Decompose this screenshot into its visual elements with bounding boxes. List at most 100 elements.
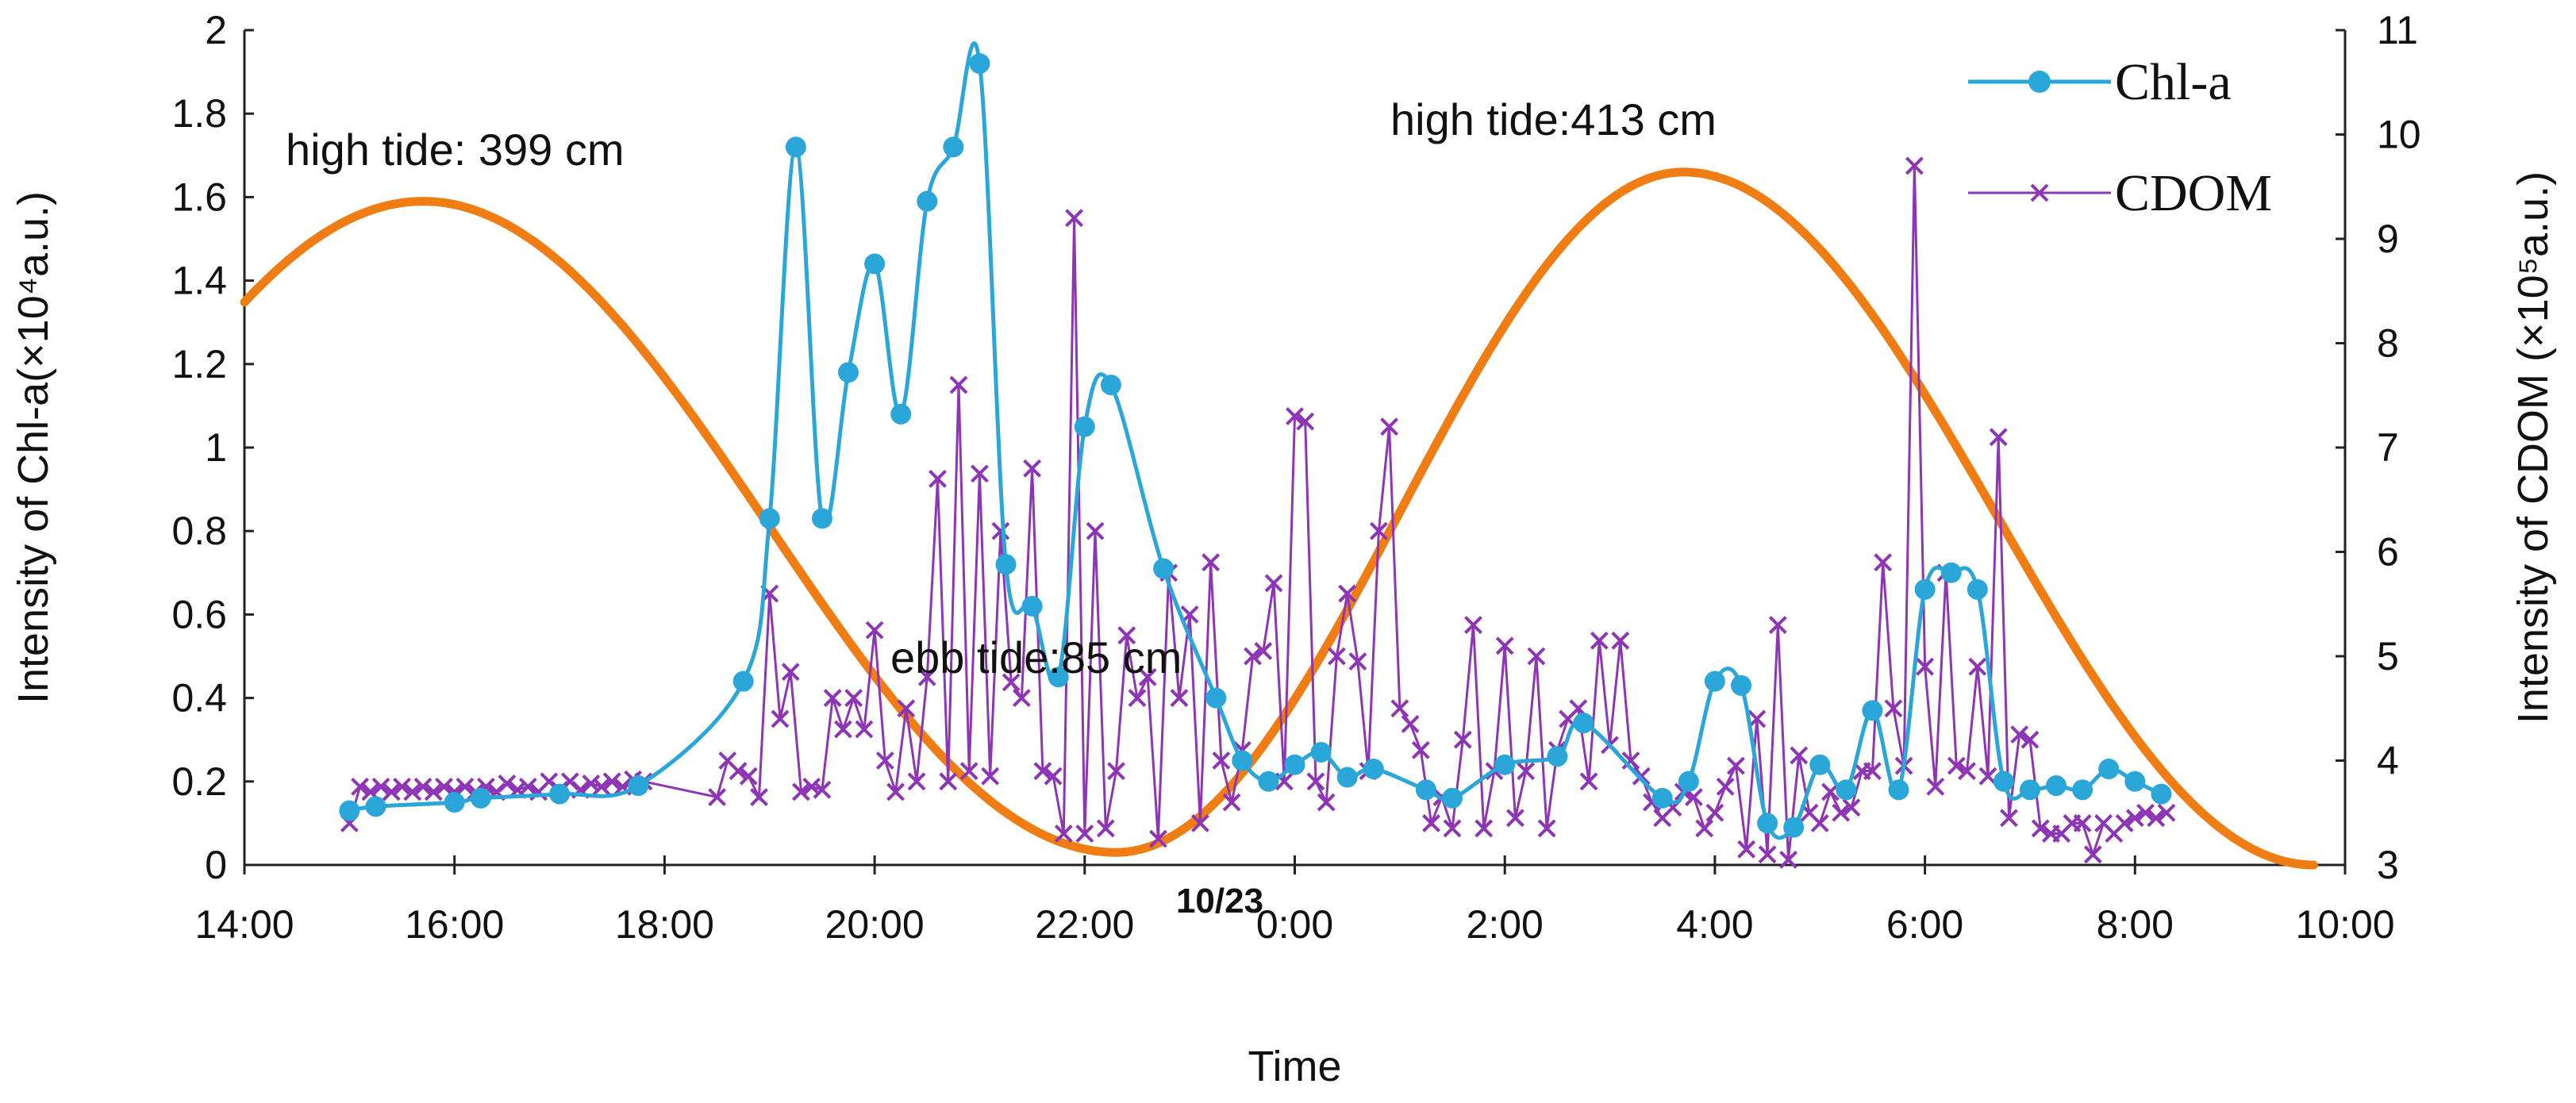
cdom-marker-stroke <box>1632 767 1651 786</box>
cdom-marker-stroke <box>1348 652 1367 671</box>
y-left-tick-label: 1.2 <box>171 342 227 386</box>
x-tick-label: 8:00 <box>2097 902 2174 947</box>
cdom-marker-stroke <box>1842 798 1861 817</box>
cdom-marker-stroke <box>1023 459 1042 478</box>
cdom-marker-stroke <box>403 782 422 801</box>
cdom-marker-stroke <box>802 777 821 796</box>
x-tick-label: 10:00 <box>2295 902 2394 947</box>
chla-point <box>890 403 912 425</box>
chla-point <box>2124 771 2146 792</box>
chla-point <box>995 554 1017 575</box>
cdom-marker-stroke <box>865 621 884 640</box>
cdom-point <box>1747 709 1767 728</box>
legend: Chl-a CDOM <box>1968 53 2272 222</box>
cdom-point <box>844 689 863 708</box>
cdom-marker-stroke <box>1254 642 1273 660</box>
cdom-marker-stroke <box>1128 689 1147 708</box>
cdom-marker-stroke <box>1033 762 1052 781</box>
x-tick-label: 6:00 <box>1886 902 1963 947</box>
cdom-marker-stroke <box>1012 689 1031 708</box>
cdom-marker-stroke <box>1590 631 1609 650</box>
cdom-point <box>1044 767 1063 786</box>
chla-point <box>549 783 571 805</box>
chla-point <box>1757 813 1778 834</box>
cdom-marker-stroke <box>1065 209 1083 228</box>
cdom-marker-stroke <box>1286 407 1304 425</box>
cdom-marker-stroke <box>1201 553 1221 572</box>
cdom-marker-stroke <box>813 780 832 799</box>
cdom-point <box>1002 673 1021 692</box>
cdom-marker-stroke <box>750 788 768 806</box>
cdom-marker-stroke <box>1002 673 1021 692</box>
cdom-marker-stroke <box>1695 819 1714 838</box>
chla-point <box>1967 578 1988 600</box>
cdom-marker-stroke <box>897 699 916 718</box>
cdom-marker-stroke <box>1054 824 1073 843</box>
cdom-marker-stroke <box>1096 819 1115 838</box>
cdom-point <box>1128 689 1147 708</box>
cdom-marker-stroke <box>1306 772 1325 791</box>
cdom-point <box>1212 751 1231 770</box>
cdom-marker-stroke <box>1317 793 1336 812</box>
chla-point <box>1888 779 1909 801</box>
x-tick-label: 20:00 <box>825 902 925 947</box>
cdom-marker-stroke <box>1747 709 1767 728</box>
cdom-marker-stroke <box>1685 788 1703 806</box>
cdom-point <box>1390 699 1409 718</box>
chla-point <box>917 190 938 212</box>
cdom-point <box>1705 803 1724 822</box>
cdom-point <box>1947 756 1966 775</box>
cdom-marker-stroke <box>1579 772 1598 791</box>
cdom-marker-stroke <box>2000 809 2018 828</box>
cdom-point <box>498 774 517 793</box>
cdom-marker-stroke <box>1832 803 1851 822</box>
cdom-marker-stroke <box>1621 751 1640 770</box>
cdom-marker-stroke <box>823 689 842 708</box>
cdom-point <box>2031 819 2050 838</box>
cdom-point <box>1506 809 1524 828</box>
cdom-point <box>1138 667 1157 686</box>
cdom-marker-stroke <box>1537 819 1556 838</box>
cdom-point <box>729 762 748 781</box>
cdom-point <box>2157 803 2176 822</box>
cdom-point <box>592 777 611 796</box>
chla-point <box>1021 595 1043 617</box>
cdom-point <box>1884 699 1903 718</box>
cdom-point <box>1464 616 1482 634</box>
cdom-marker-stroke <box>351 777 369 796</box>
cdom-point <box>1695 819 1714 838</box>
cdom-marker-stroke <box>729 762 748 781</box>
cdom-point <box>393 777 411 796</box>
chla-point <box>864 253 886 275</box>
cdom-marker-stroke <box>2147 809 2166 828</box>
cdom-point <box>813 780 832 799</box>
y-left-tick-label: 1.8 <box>171 91 227 136</box>
cdom-marker-stroke <box>2010 725 2029 744</box>
chla-point <box>759 508 780 529</box>
chla-point <box>1573 713 1594 734</box>
cdom-marker-stroke <box>1768 616 1787 634</box>
x-tick-label: 2:00 <box>1467 902 1544 947</box>
cdom-marker-stroke <box>582 774 601 793</box>
cdom-point <box>959 762 978 781</box>
y-left-tick-label: 0.4 <box>171 676 227 721</box>
chla-point <box>1836 779 1857 801</box>
cdom-marker-stroke <box>1905 156 1924 175</box>
cdom-point <box>1369 521 1388 540</box>
cdom-marker-stroke <box>1958 762 1976 781</box>
cdom-point <box>1012 689 1031 708</box>
cdom-marker-stroke <box>382 782 401 801</box>
chla-point <box>2019 779 2040 801</box>
chla-point <box>1100 375 1121 396</box>
y-left-tick-label: 1.6 <box>171 175 227 219</box>
cdom-point <box>781 663 800 682</box>
legend-chla-marker <box>2028 71 2051 93</box>
y-right-tick-label: 5 <box>2377 634 2399 678</box>
cdom-point <box>1537 819 1556 838</box>
cdom-point <box>1317 793 1336 812</box>
tide-curve-layer <box>240 167 2318 870</box>
cdom-point <box>1443 819 1462 838</box>
cdom-marker-stroke <box>1495 636 1514 655</box>
cdom-marker-stroke <box>959 762 978 781</box>
